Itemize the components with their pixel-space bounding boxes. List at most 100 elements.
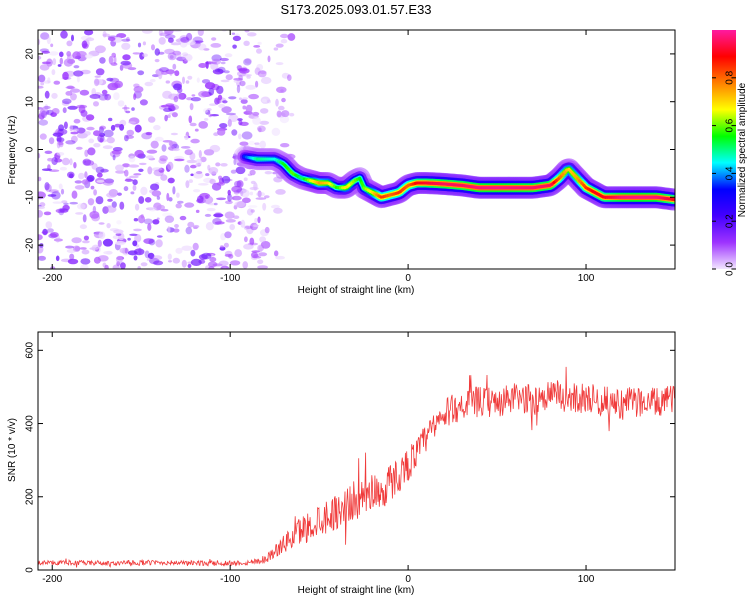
spectrogram-noise-cell <box>198 183 209 186</box>
spectrogram-noise-cell <box>41 50 50 54</box>
snr-series-line <box>38 366 675 568</box>
spectrogram-noise-cell <box>273 176 283 183</box>
spectrogram-noise-cell <box>217 66 226 74</box>
x-tick-label: 0 <box>405 273 411 284</box>
spectrogram-noise-cell <box>38 191 46 200</box>
spectrogram-noise-cell <box>107 198 113 202</box>
spectrogram-noise-cell <box>174 158 185 162</box>
spectrogram-noise-cell <box>238 68 250 74</box>
spectrogram-noise-cell <box>247 173 253 177</box>
spectrogram-noise-cell <box>89 247 99 251</box>
spectrogram-noise-cell <box>51 69 56 76</box>
spectrogram-noise-cell <box>164 30 174 35</box>
spectrogram-noise-cell <box>209 257 217 262</box>
spectrogram-noise-cell <box>164 34 176 39</box>
spectrogram-noise-cell <box>187 75 193 80</box>
spectrogram-noise-cell <box>106 223 111 229</box>
spectrogram-noise-cell <box>69 158 73 166</box>
spectrogram-y-axis-label: Frequency (Hz) <box>7 116 18 185</box>
spectrogram-noise-cell <box>209 103 217 106</box>
spectrogram-noise-cell <box>205 195 209 199</box>
spectrogram-noise-cell <box>218 175 223 180</box>
spectrogram-noise-cell <box>66 249 76 253</box>
spectrogram-noise-cell <box>174 70 180 77</box>
spectrogram-noise-cell <box>242 105 247 110</box>
spectrogram-noise-cell <box>41 110 47 119</box>
spectrogram-noise-cell <box>185 80 190 84</box>
spectrogram-noise-cell <box>255 197 267 200</box>
spectrogram-noise-cell <box>257 259 264 265</box>
spectrogram-noise-cell <box>147 252 155 259</box>
colorbar-tick-label: 0.8 <box>725 70 736 84</box>
spectrogram-noise-cell <box>222 100 228 104</box>
x-tick-label: 0 <box>405 574 411 585</box>
spectrogram-noise-cell <box>248 140 255 146</box>
spectrogram-noise-cell <box>141 132 153 140</box>
spectrogram-noise-cell <box>174 224 179 228</box>
spectrogram-noise-cell <box>120 60 131 66</box>
spectrogram-noise-cell <box>275 62 284 66</box>
spectrogram-noise-cell <box>164 114 168 122</box>
spectrogram-noise-cell <box>160 104 171 108</box>
spectrogram-noise-cell <box>214 221 225 225</box>
spectrogram-noise-cell <box>67 171 75 178</box>
spectrogram-noise-cell <box>102 145 113 150</box>
spectrogram-noise-cell <box>79 264 89 269</box>
snr-x-axis-label: Height of straight line (km) <box>298 585 415 596</box>
spectrogram-noise-cell <box>178 92 187 100</box>
spectrogram-noise-cell <box>128 121 136 124</box>
spectrogram-noise-cell <box>167 177 175 184</box>
spectrogram-noise-cell <box>205 109 211 115</box>
spectrogram-noise-cell <box>137 266 141 269</box>
spectrogram-noise-cell <box>40 82 45 86</box>
spectrogram-noise-cell <box>210 43 222 48</box>
spectrogram-noise-cell <box>108 117 113 122</box>
spectrogram-noise-cell <box>211 54 222 62</box>
spectrogram-noise-cell <box>147 166 153 175</box>
spectrogram-noise-cell <box>222 266 227 269</box>
spectrogram-noise-cell <box>38 255 46 261</box>
spectrogram-noise-cell <box>132 179 138 186</box>
spectrogram-noise-cell <box>163 107 173 112</box>
spectrogram-noise-cell <box>220 233 227 241</box>
spectrogram-noise-cell <box>124 104 127 113</box>
snr-panel: -200 -100 0 100 0 200 400 600 Height of straig… <box>7 331 676 596</box>
spectrogram-noise-cell <box>158 158 167 164</box>
spectrogram-noise-cell <box>228 96 237 100</box>
spectrogram-noise-cell <box>107 36 116 41</box>
spectrogram-noise-cell <box>170 132 178 136</box>
spectrogram-noise-cell <box>167 253 172 260</box>
spectrogram-noise-cell <box>110 62 118 66</box>
spectrogram-noise-cell <box>94 75 101 78</box>
spectrogram-noise-cell <box>191 94 196 97</box>
spectrogram-noise-cell <box>229 260 241 266</box>
spectrogram-noise-cell <box>281 110 290 118</box>
spectrogram-noise-cell <box>167 161 174 171</box>
spectrogram-noise-cell <box>233 158 237 166</box>
spectrogram-noise-cell <box>39 133 47 140</box>
spectrogram-noise-cell <box>224 231 232 239</box>
spectrogram-noise-cell <box>188 115 193 124</box>
spectrogram-noise-cell <box>96 172 103 178</box>
spectrogram-noise-cell <box>134 234 142 243</box>
spectrogram-noise-cell <box>153 260 164 266</box>
spectrogram-noise-cell <box>154 136 164 142</box>
spectrogram-noise-cell <box>57 64 62 67</box>
spectrogram-noise-cell <box>125 135 134 139</box>
spectrogram-noise-cell <box>260 76 272 85</box>
spectrogram-noise-cell <box>93 78 100 87</box>
spectrogram-noise-cell <box>96 180 105 183</box>
spectrogram-noise-cell <box>44 104 49 113</box>
spectrogram-noise-cell <box>195 158 203 166</box>
spectrogram-noise-cell <box>220 79 230 83</box>
spectrogram-noise-cell <box>214 68 221 73</box>
spectrogram-noise-cell <box>115 255 123 264</box>
spectrogram-noise-cell <box>139 99 148 106</box>
y-tick-label: 0 <box>25 146 36 152</box>
spectrogram-noise-cell <box>148 116 156 123</box>
spectrogram-noise-cell <box>83 235 89 241</box>
spectrogram-noise-cell <box>38 38 41 46</box>
spectrogram-noise-cell <box>208 113 212 118</box>
spectrogram-noise-cell <box>240 219 246 228</box>
spectrogram-noise-cell <box>41 168 53 171</box>
